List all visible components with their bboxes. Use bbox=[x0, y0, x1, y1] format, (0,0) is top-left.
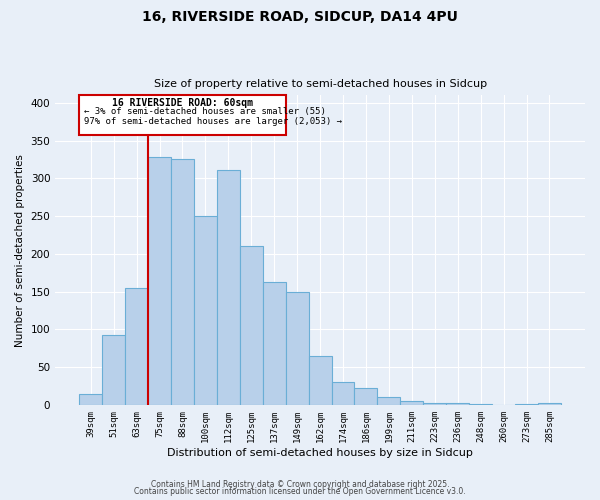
Text: 97% of semi-detached houses are larger (2,053) →: 97% of semi-detached houses are larger (… bbox=[84, 117, 342, 126]
Bar bbox=[286, 292, 308, 405]
X-axis label: Distribution of semi-detached houses by size in Sidcup: Distribution of semi-detached houses by … bbox=[167, 448, 473, 458]
Bar bbox=[423, 404, 446, 405]
Bar bbox=[308, 356, 332, 405]
Bar bbox=[79, 394, 102, 405]
Bar bbox=[400, 401, 423, 405]
Bar bbox=[217, 170, 240, 405]
Bar bbox=[240, 246, 263, 405]
FancyBboxPatch shape bbox=[79, 96, 286, 134]
Text: Contains public sector information licensed under the Open Government Licence v3: Contains public sector information licen… bbox=[134, 487, 466, 496]
Title: Size of property relative to semi-detached houses in Sidcup: Size of property relative to semi-detach… bbox=[154, 79, 487, 89]
Text: Contains HM Land Registry data © Crown copyright and database right 2025.: Contains HM Land Registry data © Crown c… bbox=[151, 480, 449, 489]
Bar bbox=[125, 288, 148, 405]
Text: 16, RIVERSIDE ROAD, SIDCUP, DA14 4PU: 16, RIVERSIDE ROAD, SIDCUP, DA14 4PU bbox=[142, 10, 458, 24]
Y-axis label: Number of semi-detached properties: Number of semi-detached properties bbox=[15, 154, 25, 346]
Text: ← 3% of semi-detached houses are smaller (55): ← 3% of semi-detached houses are smaller… bbox=[84, 108, 326, 116]
Bar bbox=[102, 334, 125, 405]
Bar bbox=[469, 404, 492, 405]
Bar bbox=[194, 216, 217, 405]
Bar bbox=[515, 404, 538, 405]
Bar bbox=[332, 382, 355, 405]
Bar bbox=[446, 404, 469, 405]
Bar bbox=[377, 398, 400, 405]
Bar bbox=[171, 160, 194, 405]
Bar bbox=[538, 402, 561, 405]
Bar bbox=[263, 282, 286, 405]
Bar bbox=[355, 388, 377, 405]
Text: 16 RIVERSIDE ROAD: 60sqm: 16 RIVERSIDE ROAD: 60sqm bbox=[112, 98, 253, 108]
Bar bbox=[148, 157, 171, 405]
